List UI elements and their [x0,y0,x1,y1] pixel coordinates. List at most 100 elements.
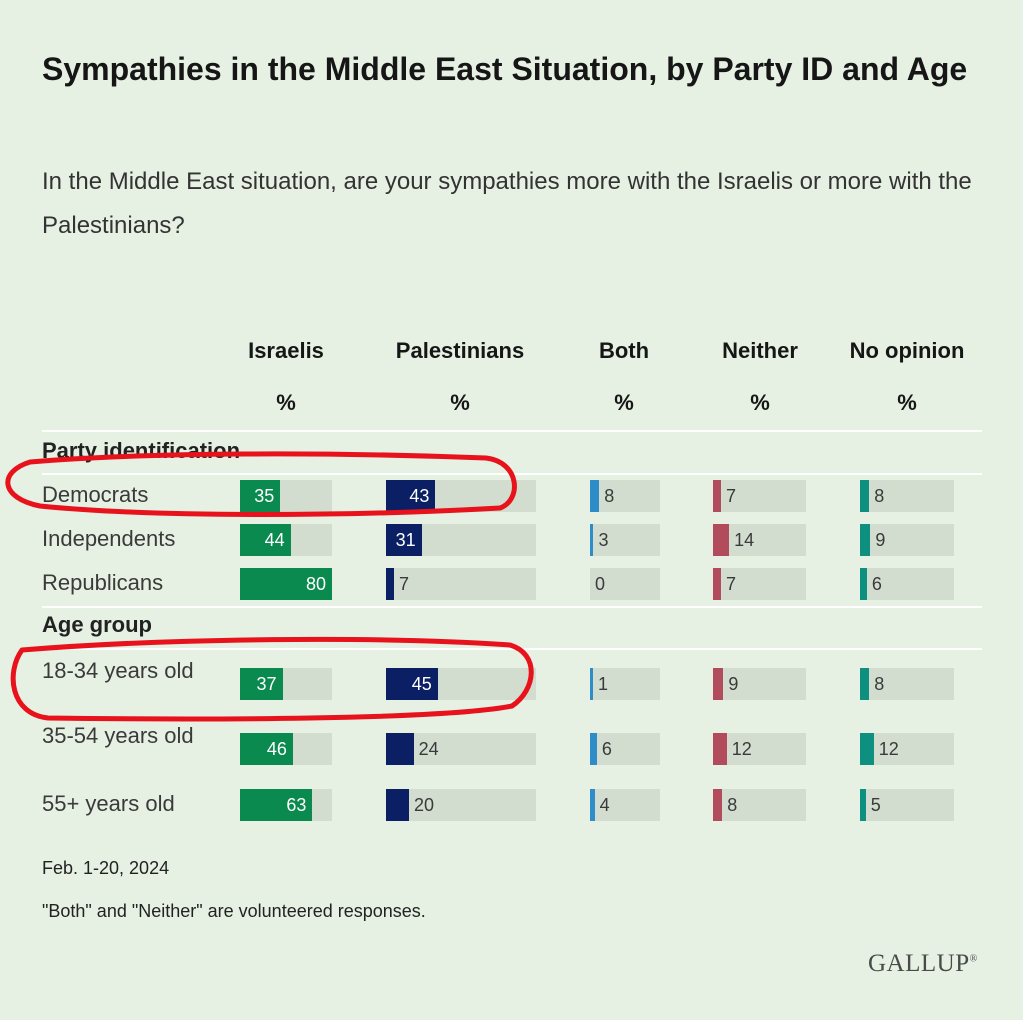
bar-fill [713,668,724,700]
bar-value: 8 [604,486,615,506]
column-unit-3: % [750,390,770,415]
bar-value: 8 [874,486,885,506]
column-header-2: Both [549,310,699,364]
column-header-1: Palestinians [385,310,535,364]
bar-track: 31 [386,524,536,556]
bar-fill [240,733,293,765]
column-header-name: Palestinians [395,338,525,363]
group-label: Age group [42,612,152,637]
bar-track: 37 [240,668,332,700]
bar-track: 1 [590,668,660,700]
bar-track: 8 [860,480,954,512]
bar-track: 9 [713,668,806,700]
column-header-3: Neither [685,310,835,364]
chart-subtitle: In the Middle East situation, are your s… [42,168,972,239]
chart-title: Sympathies in the Middle East Situation,… [42,51,968,87]
bar-fill [713,733,727,765]
bar-value: 8 [727,795,738,815]
bar-value: 5 [870,795,881,815]
bar-track: 20 [386,789,536,821]
bar-track: 35 [240,480,332,512]
bar-fill [860,668,870,700]
bar-value: 7 [399,574,410,594]
bar-fill [590,524,594,556]
bar-track: 8 [590,480,660,512]
bar-value: 3 [598,530,609,550]
bar-value: 6 [601,739,612,759]
bar-fill [386,733,414,765]
bar-track: 12 [713,733,806,765]
column-header-4: No opinion [832,310,982,364]
bar-fill [860,524,871,556]
bar-fill [590,668,593,700]
bar-track: 7 [713,480,806,512]
column-unit-0: % [276,390,296,415]
bar-value: 46 [266,739,287,759]
bar-value: 14 [734,530,755,550]
bar-fill [713,568,722,600]
row-label: Independents [42,526,176,551]
bar-value: 12 [731,739,752,759]
bar-track: 14 [713,524,806,556]
bar-value: 8 [874,674,885,694]
bar-value: 20 [414,795,435,815]
bar-value: 1 [598,674,609,694]
footnote-volunteered: "Both" and "Neither" are volunteered res… [42,901,426,921]
column-header-0: Israelis [211,310,361,364]
divider-0 [42,430,982,432]
bar-track: 63 [240,789,332,821]
row-label: Republicans [42,570,164,595]
bar-fill [240,789,313,821]
gallup-logo-mark: ® [969,953,978,965]
bar-fill [713,524,730,556]
bar-fill [386,524,422,556]
bar-value: 44 [264,530,285,550]
bar-value: 37 [256,674,277,694]
bar-fill [386,789,409,821]
bar-track: 46 [240,733,332,765]
column-unit-1: % [450,390,470,415]
gallup-logo: GALLUP® [868,950,978,978]
bar-value: 7 [726,574,737,594]
row-label: 55+ years old [42,791,175,816]
bar-track: 12 [860,733,954,765]
bar-value: 4 [599,795,610,815]
bar-fill [590,733,597,765]
column-header-name: Israelis [248,338,324,363]
bar-value: 63 [286,795,307,815]
bar-track: 7 [713,568,806,600]
bar-value: 7 [726,486,737,506]
bar-value: 0 [595,574,606,594]
bar-track: 9 [860,524,954,556]
bar-value: 80 [305,574,326,594]
row-label: Democrats [42,482,149,507]
bar-value: 35 [254,486,275,506]
bar-fill [240,524,291,556]
bar-value: 24 [418,739,439,759]
divider-1 [42,473,982,475]
bar-fill [590,480,600,512]
gallup-logo-text: GALLUP [868,950,970,977]
bar-value: 45 [411,674,432,694]
bar-track: 43 [386,480,536,512]
bar-fill [860,568,867,600]
group-label: Party identification [42,438,241,463]
bar-fill [713,480,722,512]
bar-track: 5 [860,789,954,821]
bar-fill [860,733,874,765]
bar-value: 9 [728,674,739,694]
bar-fill [713,789,723,821]
bar-fill [590,789,595,821]
bar-track: 0 [590,568,660,600]
survey-date: Feb. 1-20, 2024 [42,858,170,878]
column-header-name: Neither [722,338,798,363]
bar-value: 31 [395,530,416,550]
bar-value: 9 [875,530,886,550]
bar-track: 3 [590,524,660,556]
divider-3 [42,648,982,650]
bar-track: 8 [860,668,954,700]
column-unit-4: % [897,390,917,415]
bar-value: 12 [878,739,899,759]
column-header-name: Both [598,338,650,363]
bar-fill [860,480,870,512]
